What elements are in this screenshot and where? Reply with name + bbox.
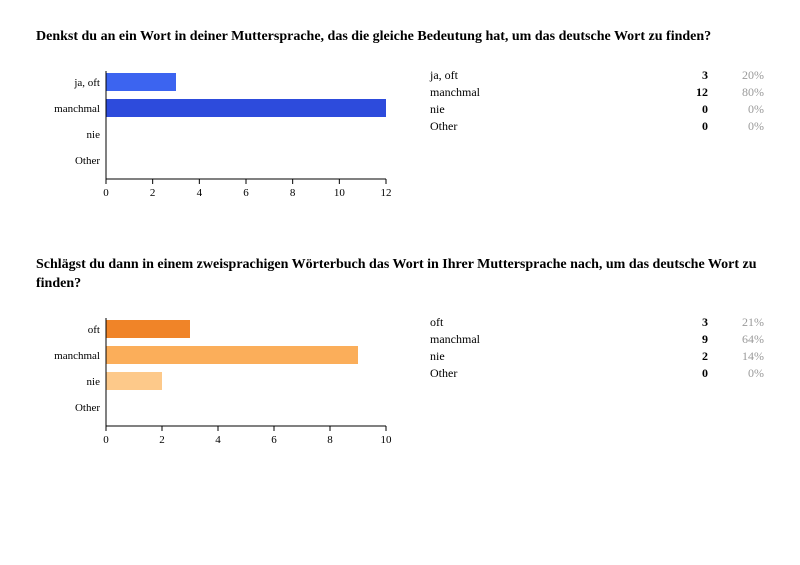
question-row: oftmanchmalnieOther0246810oft321%manchma… bbox=[36, 314, 764, 455]
legend-row: oft321% bbox=[430, 314, 764, 331]
chart-category-label: manchmal bbox=[54, 103, 100, 115]
legend-label: nie bbox=[430, 102, 660, 117]
legend-row: manchmal964% bbox=[430, 331, 764, 348]
chart-category-label: ja, oft bbox=[73, 77, 100, 89]
legend-row: Other00% bbox=[430, 118, 764, 135]
legend-label: oft bbox=[430, 315, 660, 330]
legend-row: nie214% bbox=[430, 348, 764, 365]
x-tick-label: 8 bbox=[327, 434, 333, 446]
x-tick-label: 4 bbox=[197, 187, 203, 199]
legend-count: 12 bbox=[660, 85, 708, 100]
chart-bar bbox=[106, 73, 176, 91]
legend-label: manchmal bbox=[430, 85, 660, 100]
legend-count: 3 bbox=[660, 315, 708, 330]
legend-table: ja, oft320%manchmal1280%nie00%Other00% bbox=[430, 67, 764, 135]
legend-percent: 80% bbox=[708, 85, 764, 100]
legend-percent: 20% bbox=[708, 68, 764, 83]
legend-label: nie bbox=[430, 349, 660, 364]
legend-percent: 0% bbox=[708, 366, 764, 381]
legend-row: manchmal1280% bbox=[430, 84, 764, 101]
x-tick-label: 2 bbox=[159, 434, 165, 446]
legend-label: Other bbox=[430, 366, 660, 381]
question-title: Denkst du an ein Wort in deiner Muttersp… bbox=[36, 28, 764, 47]
question-block: Denkst du an ein Wort in deiner Muttersp… bbox=[36, 28, 764, 208]
x-tick-label: 6 bbox=[271, 434, 277, 446]
chart-wrap: ja, oft manchmal nie Other 0 2 4 6 8 10 12 bbox=[36, 67, 398, 208]
x-tick-label: 8 bbox=[290, 187, 296, 199]
chart-category-label: nie bbox=[87, 376, 101, 388]
chart-category-label: Other bbox=[75, 155, 100, 167]
x-tick-label: 0 bbox=[103, 187, 109, 199]
legend-percent: 0% bbox=[708, 102, 764, 117]
question-row: ja, oftmanchmalnieOther024681012ja, oft3… bbox=[36, 67, 764, 208]
legend-label: manchmal bbox=[430, 332, 660, 347]
bar-chart: ja, oft manchmal nie Other 0 2 4 6 8 10 12 bbox=[36, 67, 398, 203]
chart-category-label: nie bbox=[87, 129, 101, 141]
legend-percent: 21% bbox=[708, 315, 764, 330]
legend-label: ja, oft bbox=[430, 68, 660, 83]
legend-row: nie00% bbox=[430, 101, 764, 118]
legend-count: 9 bbox=[660, 332, 708, 347]
chart-category-label: manchmal bbox=[54, 350, 100, 362]
survey-results: Denkst du an ein Wort in deiner Muttersp… bbox=[36, 28, 764, 455]
chart-bar bbox=[106, 99, 386, 117]
question-title: Schlägst du dann in einem zweisprachigen… bbox=[36, 256, 764, 294]
chart-category-label: oft bbox=[88, 324, 100, 336]
x-tick-label: 2 bbox=[150, 187, 156, 199]
chart-wrap: oft manchmal nie Other 0 2 4 6 8 10 bbox=[36, 314, 398, 455]
legend-table: oft321%manchmal964%nie214%Other00% bbox=[430, 314, 764, 382]
legend-count: 0 bbox=[660, 366, 708, 381]
legend-percent: 0% bbox=[708, 119, 764, 134]
x-tick-label: 0 bbox=[103, 434, 109, 446]
legend-row: Other00% bbox=[430, 365, 764, 382]
chart-bar bbox=[106, 346, 358, 364]
legend-count: 3 bbox=[660, 68, 708, 83]
x-tick-label: 12 bbox=[381, 187, 392, 199]
x-tick-label: 4 bbox=[215, 434, 221, 446]
x-tick-label: 10 bbox=[381, 434, 393, 446]
bar-chart: oft manchmal nie Other 0 2 4 6 8 10 bbox=[36, 314, 398, 450]
legend-count: 0 bbox=[660, 119, 708, 134]
question-block: Schlägst du dann in einem zweisprachigen… bbox=[36, 256, 764, 455]
legend-count: 2 bbox=[660, 349, 708, 364]
legend-row: ja, oft320% bbox=[430, 67, 764, 84]
x-tick-label: 10 bbox=[334, 187, 346, 199]
legend-percent: 14% bbox=[708, 349, 764, 364]
x-tick-label: 6 bbox=[243, 187, 249, 199]
chart-bar bbox=[106, 320, 190, 338]
legend-percent: 64% bbox=[708, 332, 764, 347]
chart-bar bbox=[106, 372, 162, 390]
legend-label: Other bbox=[430, 119, 660, 134]
legend-count: 0 bbox=[660, 102, 708, 117]
chart-category-label: Other bbox=[75, 402, 100, 414]
